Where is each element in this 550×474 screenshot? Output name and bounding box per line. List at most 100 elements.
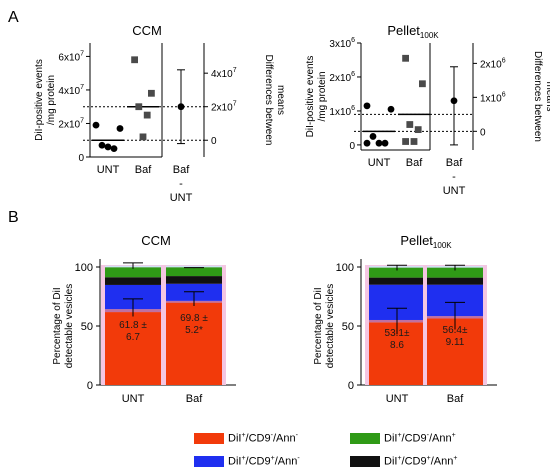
y-tick-label: 50 bbox=[342, 321, 354, 333]
y-tick-label: 50 bbox=[81, 321, 93, 333]
scatter-chart-pellet: Pellet100K 0 1x106 2x106 3x106 DiI-positive e… bbox=[305, 23, 550, 197]
data-point bbox=[402, 138, 409, 145]
data-label: 5.2* bbox=[185, 325, 203, 336]
x-tick-label: UNT bbox=[122, 393, 145, 405]
data-point bbox=[363, 102, 371, 110]
difference-label: Baf bbox=[173, 164, 190, 176]
difference-label: UNT bbox=[170, 192, 193, 204]
y-axis-label: DiI-positive events bbox=[305, 56, 316, 138]
y2-tick-label: 2x106 bbox=[480, 57, 506, 70]
data-point bbox=[387, 105, 395, 113]
legend-item: DiI+/CD9-/Ann- bbox=[194, 432, 298, 445]
data-point bbox=[402, 54, 409, 62]
y2-axis-label: Differences between bbox=[263, 55, 274, 146]
bar-chart-ccm: CCM 0 50 100 Percentage of DiI detectable ves… bbox=[52, 233, 236, 405]
chart-title: Pellet100K bbox=[400, 233, 452, 250]
data-label: 6.7 bbox=[126, 332, 140, 343]
y-axis-label: /mg protein bbox=[46, 75, 57, 125]
data-point bbox=[369, 133, 377, 140]
data-point bbox=[116, 125, 124, 132]
y2-axis-label: Differences between bbox=[532, 51, 543, 142]
chart-title: CCM bbox=[141, 233, 171, 248]
difference-mean-point bbox=[177, 103, 185, 111]
difference-label: UNT bbox=[443, 185, 466, 197]
y-tick-label: 100 bbox=[75, 262, 93, 274]
y-axis-label: detectable vesicles bbox=[325, 284, 336, 369]
chart-title: Pellet100K bbox=[387, 23, 439, 40]
data-label: 9.11 bbox=[446, 337, 465, 348]
y-axis-label: detectable vesicles bbox=[64, 284, 75, 369]
x-tick-label: Baf bbox=[186, 393, 203, 405]
data-point bbox=[419, 80, 426, 88]
legend-swatch bbox=[350, 432, 380, 444]
difference-label: Baf bbox=[446, 157, 463, 169]
y-tick-label: 2x107 bbox=[58, 117, 84, 130]
y-axis-label: Percentage of DiI bbox=[313, 287, 324, 364]
bar-segment bbox=[427, 267, 483, 278]
y-tick-label: 0 bbox=[348, 380, 354, 392]
data-label: 56.4± bbox=[443, 325, 468, 336]
bar-segment bbox=[369, 277, 425, 285]
y-tick-label: 6x107 bbox=[58, 50, 84, 63]
data-point bbox=[406, 121, 414, 128]
y-tick-label: 100 bbox=[336, 262, 354, 274]
x-tick-label: UNT bbox=[368, 157, 391, 169]
data-label: 61.8 ± bbox=[119, 320, 147, 331]
y-tick-label: 1x106 bbox=[329, 105, 355, 118]
data-point bbox=[139, 133, 147, 141]
bar-segment bbox=[369, 267, 425, 278]
panel-label-b: B bbox=[8, 209, 19, 226]
y-tick-label: 0 bbox=[349, 141, 355, 152]
legend-swatch bbox=[194, 432, 224, 444]
bar-segment bbox=[166, 276, 222, 284]
data-point bbox=[135, 103, 143, 111]
legend-label: DiI+/CD9+/Ann- bbox=[228, 455, 300, 468]
bar-segment bbox=[105, 277, 161, 285]
y-tick-label: 0 bbox=[87, 380, 93, 392]
y-tick-label: 2x106 bbox=[329, 71, 355, 84]
y2-axis-label: means bbox=[275, 85, 286, 115]
bar-segment bbox=[427, 277, 483, 285]
x-tick-label: Baf bbox=[406, 157, 423, 169]
legend-label: DiI+/CD9-/Ann- bbox=[228, 432, 298, 445]
bar-chart-pellet: Pellet100K 0 50 100 Percentage of DiI detecta… bbox=[313, 233, 497, 405]
data-point bbox=[148, 89, 155, 97]
x-tick-label: Baf bbox=[135, 164, 152, 176]
bar-segment bbox=[105, 312, 161, 385]
y-tick-label: 4x107 bbox=[58, 84, 84, 97]
y2-tick-label: 0 bbox=[211, 136, 217, 147]
legend-item: DiI+/CD9+/Ann- bbox=[194, 455, 300, 468]
data-point bbox=[363, 139, 371, 147]
legend-item: DiI+/CD9+/Ann+ bbox=[350, 455, 457, 468]
y-axis-label: Percentage of DiI bbox=[52, 287, 63, 364]
y2-tick-label: 2x107 bbox=[211, 101, 237, 114]
y2-tick-label: 1x106 bbox=[480, 91, 506, 104]
x-tick-label: UNT bbox=[386, 393, 409, 405]
data-label: 69.8 ± bbox=[180, 313, 208, 324]
legend-swatch bbox=[350, 455, 380, 467]
data-point bbox=[375, 139, 383, 147]
difference-mean-point bbox=[450, 97, 458, 105]
data-label: 53.1± bbox=[385, 328, 410, 339]
data-point bbox=[143, 111, 151, 119]
y2-axis-label: means bbox=[544, 81, 550, 111]
x-tick-label: Baf bbox=[447, 393, 464, 405]
data-point bbox=[131, 56, 138, 64]
data-point bbox=[381, 139, 389, 147]
data-label: 8.6 bbox=[390, 340, 404, 351]
legend-item: DiI+/CD9-/Ann+ bbox=[350, 432, 456, 445]
y-axis-label: DiI-positive events bbox=[34, 59, 45, 141]
y-axis-label: /mg protein bbox=[317, 71, 328, 121]
data-point bbox=[110, 145, 118, 153]
chart-title: CCM bbox=[132, 23, 162, 38]
bar-top-strip bbox=[166, 265, 222, 268]
data-point bbox=[104, 143, 112, 151]
y-tick-label: 0 bbox=[78, 153, 84, 164]
data-point bbox=[414, 126, 422, 134]
legend-label: DiI+/CD9+/Ann+ bbox=[384, 455, 458, 468]
legend-label: DiI+/CD9-/Ann+ bbox=[384, 432, 456, 445]
scatter-chart-ccm: CCM 0 2x107 4x107 6x107 DiI-positive events/m… bbox=[34, 23, 286, 204]
x-tick-label: UNT bbox=[97, 164, 120, 176]
data-point bbox=[92, 121, 100, 129]
